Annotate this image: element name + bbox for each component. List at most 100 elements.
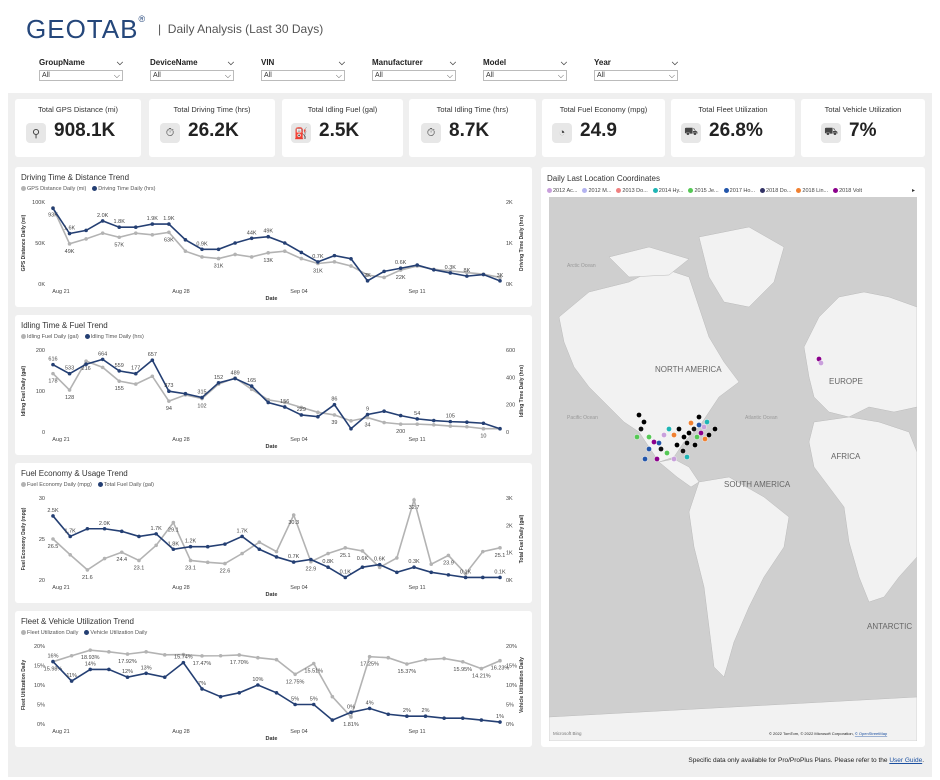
map-legend-item[interactable]: 2012 M... (582, 188, 611, 194)
data-point (84, 237, 88, 241)
data-point (188, 558, 193, 563)
kpi-card: Total Fuel Economy (mpg) ◔ 24.9 (542, 99, 665, 157)
slicer-dropdown[interactable]: All ⌵ (261, 70, 345, 81)
location-point[interactable] (696, 414, 702, 420)
location-point[interactable] (641, 419, 647, 425)
location-point[interactable] (671, 432, 677, 438)
location-point[interactable] (688, 420, 694, 426)
location-point[interactable] (691, 426, 697, 432)
location-point[interactable] (634, 434, 640, 440)
slicer-dropdown[interactable]: All ⌵ (39, 70, 123, 81)
map-legend-item[interactable]: 2018 Lin... (796, 188, 828, 194)
location-point[interactable] (661, 432, 667, 438)
data-label: 94 (166, 406, 172, 412)
data-label: 10% (252, 677, 263, 683)
location-point[interactable] (638, 426, 644, 432)
slicer-dropdown[interactable]: All ⌵ (150, 70, 234, 81)
chevron-down-icon[interactable]: ⌵ (335, 70, 342, 80)
location-points[interactable] (634, 356, 824, 462)
location-point[interactable] (674, 442, 680, 448)
data-label: 93K (48, 213, 58, 219)
chevron-down-icon[interactable]: ⌵ (671, 58, 678, 67)
location-point[interactable] (651, 439, 657, 445)
location-point[interactable] (680, 448, 686, 454)
user-guide-link[interactable]: User Guide (889, 757, 923, 764)
chevron-down-icon[interactable]: ⌵ (116, 58, 123, 67)
chevron-down-icon[interactable]: ⌵ (668, 70, 675, 80)
slicer-manufacturer[interactable]: Manufacturer ⌵ All ⌵ (372, 58, 456, 81)
location-point[interactable] (684, 440, 690, 446)
chevron-down-icon[interactable]: ⌵ (338, 58, 345, 67)
slicer-value: All (597, 72, 605, 79)
location-point[interactable] (701, 424, 707, 430)
chevron-down-icon[interactable]: ⌵ (224, 70, 231, 80)
map-legend-item[interactable]: 2015 Je... (688, 188, 719, 194)
location-point[interactable] (702, 436, 708, 442)
location-point[interactable] (646, 446, 652, 452)
location-point[interactable] (706, 432, 712, 438)
legend-item[interactable]: Fuel Economy Daily (mpg) (27, 482, 92, 488)
location-point[interactable] (671, 456, 677, 462)
chevron-down-icon[interactable]: ⌵ (446, 70, 453, 80)
legend-next-icon[interactable]: ▸ (911, 188, 915, 194)
location-point[interactable] (712, 426, 718, 432)
data-label: 10 (480, 434, 486, 440)
map-legend-item[interactable]: 2014 Hy... (652, 188, 683, 194)
location-point[interactable] (656, 440, 662, 446)
map-legend-item[interactable]: 2012 Ac... (547, 188, 577, 194)
y-axis-label: Fuel Economy Daily (mpg) (21, 507, 27, 570)
slicer-vin[interactable]: VIN ⌵ All ⌵ (261, 58, 345, 81)
location-point[interactable] (681, 434, 687, 440)
data-label: 23.1 (185, 565, 196, 571)
legend-item[interactable]: Driving Time Daily (hrs) (98, 186, 156, 192)
slicer-dropdown[interactable]: All ⌵ (594, 70, 678, 81)
location-point[interactable] (676, 426, 682, 432)
slicer-model[interactable]: Model ⌵ All ⌵ (483, 58, 567, 81)
legend-item[interactable]: GPS Distance Daily (mi) (27, 186, 87, 192)
location-point[interactable] (698, 430, 704, 436)
world-map[interactable]: Arctic Ocean Pacific Ocean Atlantic Ocea… (549, 197, 917, 741)
data-label: 15.51% (304, 669, 323, 675)
slicer-year[interactable]: Year ⌵ All ⌵ (594, 58, 678, 81)
location-point[interactable] (664, 450, 670, 456)
chevron-down-icon[interactable]: ⌵ (449, 58, 456, 67)
legend-item[interactable]: Vehicle Utilization Daily (90, 630, 148, 636)
bing-logo: Microsoft Bing (553, 731, 582, 736)
data-label: 559 (115, 363, 124, 369)
location-point[interactable] (636, 412, 642, 418)
location-point[interactable] (818, 360, 824, 366)
slicer-devicename[interactable]: DeviceName ⌵ All ⌵ (150, 58, 234, 81)
location-point[interactable] (686, 430, 692, 436)
location-point[interactable] (642, 456, 648, 462)
location-point[interactable] (704, 419, 710, 425)
map-legend-item[interactable]: 2017 Ho... (723, 188, 755, 194)
location-point[interactable] (666, 426, 672, 432)
data-point (282, 249, 287, 253)
slicer-dropdown[interactable]: All ⌵ (483, 70, 567, 81)
chart-title: Driving Time & Distance Trend (21, 173, 130, 182)
legend-item[interactable]: Fleet Utilization Daily (27, 630, 79, 636)
map-legend-item[interactable]: 2018 Do... (760, 188, 791, 194)
data-point (349, 264, 353, 268)
location-point[interactable] (684, 454, 690, 460)
location-point[interactable] (646, 434, 652, 440)
slicer-groupname[interactable]: GroupName ⌵ All ⌵ (39, 58, 123, 81)
location-point[interactable] (696, 422, 702, 428)
y-tick-label: 100K (32, 200, 45, 206)
chevron-down-icon[interactable]: ⌵ (560, 58, 567, 67)
data-point (326, 565, 330, 569)
legend-item[interactable]: Idling Fuel Daily (gal) (27, 334, 79, 340)
chevron-down-icon[interactable]: ⌵ (227, 58, 234, 67)
map-legend-item[interactable]: 2013 Do... (616, 188, 648, 194)
location-point[interactable] (694, 434, 700, 440)
map-legend-item[interactable]: 2018 Volt (833, 188, 862, 194)
location-point[interactable] (658, 446, 664, 452)
chevron-down-icon[interactable]: ⌵ (113, 70, 120, 80)
stopwatch-icon: ⏱ (421, 123, 441, 143)
legend-item[interactable]: Idling Time Daily (hrs) (90, 334, 144, 340)
chevron-down-icon[interactable]: ⌵ (557, 70, 564, 80)
slicer-dropdown[interactable]: All ⌵ (372, 70, 456, 81)
location-point[interactable] (654, 456, 660, 462)
legend-item[interactable]: Total Fuel Daily (gal) (103, 482, 154, 488)
location-point[interactable] (692, 442, 698, 448)
